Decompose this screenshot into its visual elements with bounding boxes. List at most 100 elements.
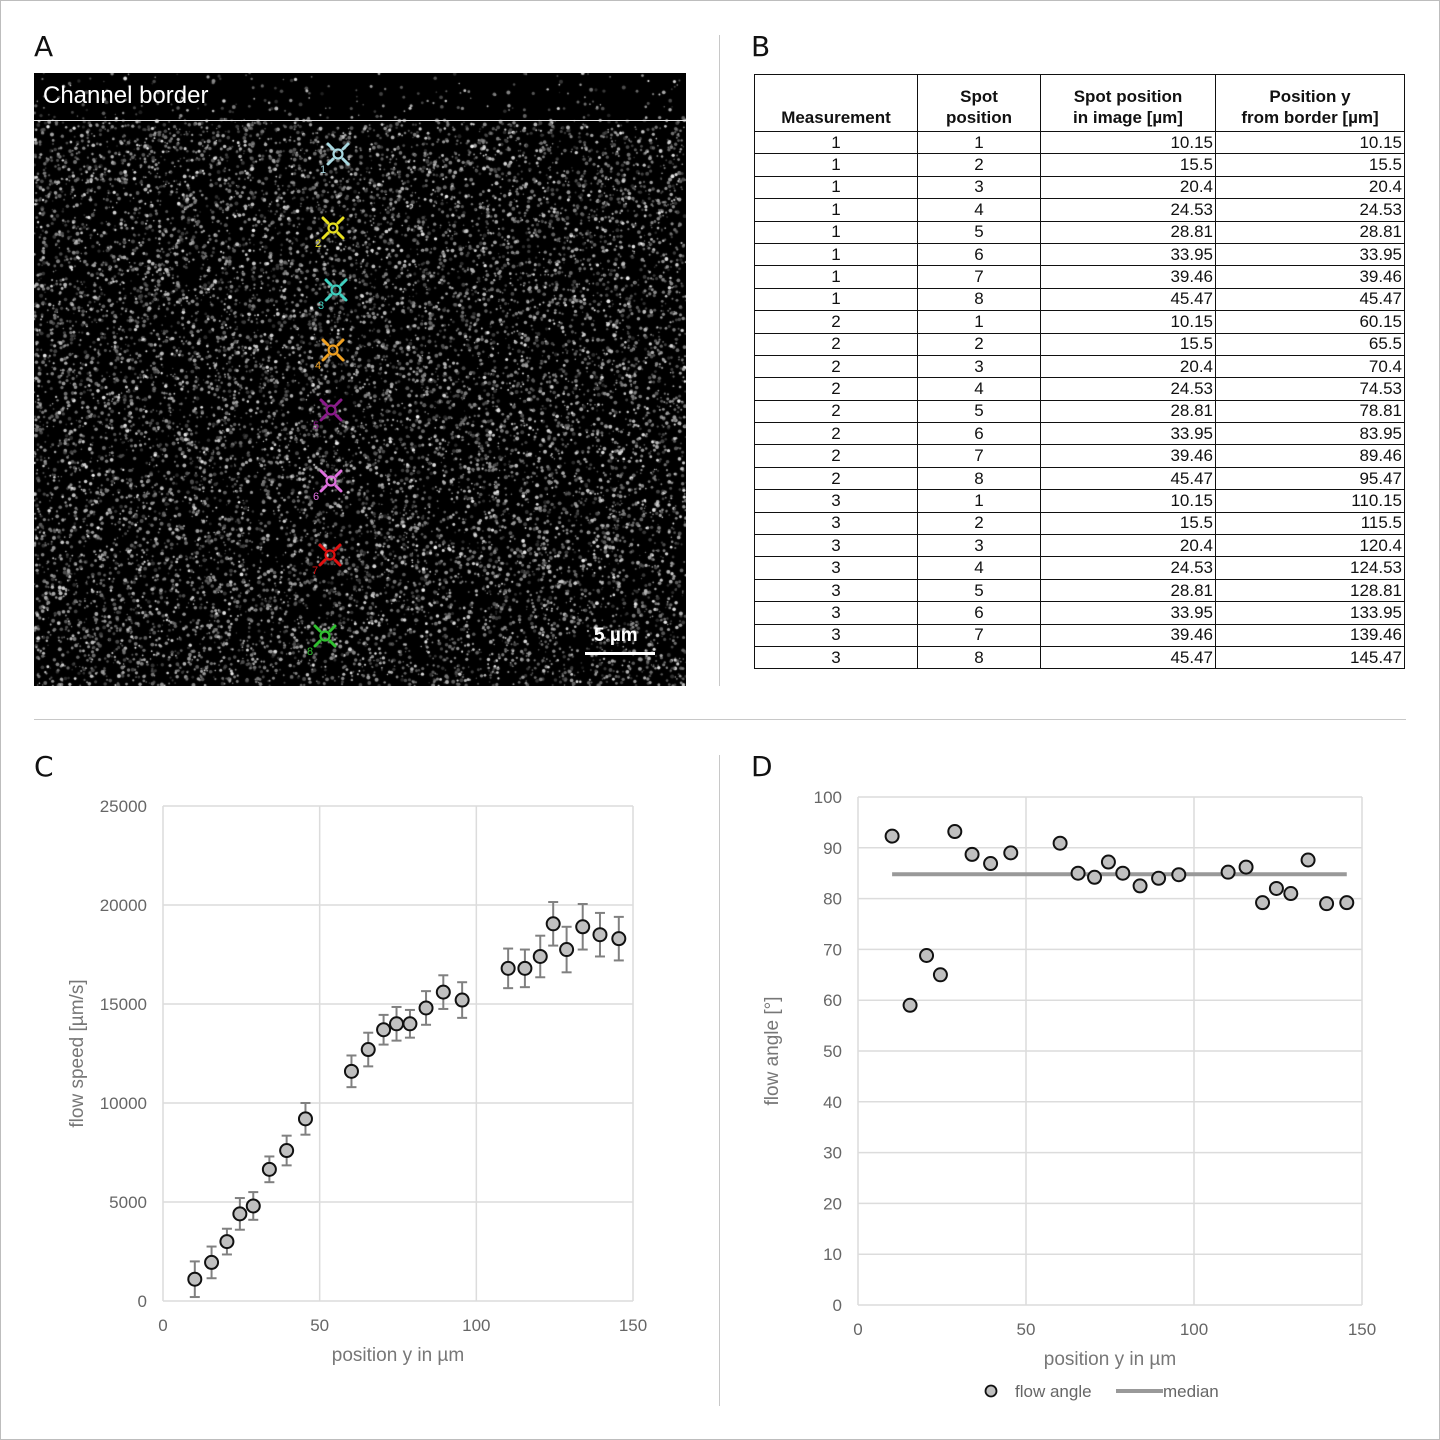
table-cell: 1 [917,310,1041,334]
x-tick-label: 50 [310,1316,329,1335]
y-tick-label: 40 [823,1093,842,1112]
spot-number-label: 6 [313,491,320,503]
y-tick-label: 5000 [109,1193,147,1212]
table-row: 2 1 10.15 60.15 [754,310,1405,334]
table-cell: 20.4 [1040,534,1216,558]
legend-label-flow-angle: flow angle [1015,1382,1092,1401]
data-point [389,1016,405,1032]
table-cell: 39.46 [1040,623,1216,647]
data-point [418,1000,434,1016]
data-point [1100,854,1116,870]
y-tick-label: 10000 [100,1094,147,1113]
data-point [532,948,548,964]
panel-label-a: A [34,30,54,63]
data-point [454,992,470,1008]
data-point [1220,864,1236,880]
table-cell: 39.46 [1040,265,1216,289]
vertical-divider-top [719,35,720,686]
data-point [1132,878,1148,894]
data-point [360,1042,376,1058]
data-point [343,1063,359,1079]
y-tick-label: 10 [823,1245,842,1264]
table-cell: 15.5 [1040,511,1216,536]
y-tick-label: 30 [823,1144,842,1163]
table-cell: 95.47 [1215,466,1405,491]
table-cell: 89.46 [1215,444,1405,468]
data-point [575,919,591,935]
data-point [1052,835,1068,851]
table-row: 1 3 20.4 20.4 [754,175,1405,200]
data-point [932,967,948,983]
table-cell: 139.46 [1215,623,1405,647]
table-cell: 39.46 [1040,444,1216,468]
data-point [592,927,608,943]
table-cell: 2 [754,399,918,424]
y-tick-label: 90 [823,839,842,858]
legend-marker-flow-angle [984,1384,998,1398]
table-cell: 24.53 [1040,377,1216,401]
table-cell: 3 [917,354,1041,379]
vertical-divider-bottom [719,755,720,1406]
data-point [559,942,575,958]
data-point [1319,896,1335,912]
x-tick-label: 100 [1180,1320,1208,1339]
table-cell: 33.95 [1215,242,1405,267]
spot-number-label: 8 [307,646,314,658]
x-tick-label: 0 [158,1316,167,1335]
data-point [402,1016,418,1032]
y-tick-label: 20 [823,1194,842,1213]
table-cell: 10.15 [1040,489,1216,513]
y-tick-label: 25000 [100,797,147,816]
horizontal-divider [34,719,1406,720]
table-row: 2 6 33.95 83.95 [754,422,1405,446]
data-point [232,1206,248,1222]
data-point [611,931,627,947]
spot-number-label: 7 [312,565,319,577]
data-point [500,960,516,976]
table-cell: 5 [917,399,1041,424]
data-point [517,960,533,976]
table-cell: 1 [917,489,1041,513]
table-cell: 65.5 [1215,332,1405,356]
y-tick-label: 50 [823,1042,842,1061]
crosshair-icon [318,543,342,567]
table-cell: 24.53 [1040,556,1216,580]
table-cell: 70.4 [1215,354,1405,379]
crosshair-icon [321,338,345,362]
table-cell: 45.47 [1040,645,1216,670]
table-cell: 110.15 [1215,489,1405,513]
data-point [245,1198,261,1214]
spot-number-label: 4 [315,360,322,372]
table-cell: 24.53 [1215,198,1405,222]
panel-label-c: C [34,750,54,783]
data-point [187,1271,203,1287]
table-cell: 120.4 [1215,534,1405,558]
data-point [204,1254,220,1270]
y-tick-label: 70 [823,940,842,959]
channel-border-label: Channel border [43,82,209,109]
x-tick-label: 150 [1348,1320,1376,1339]
table-cell: 2 [754,422,918,446]
table-cell: 45.47 [1040,287,1216,312]
y-axis-title: flow speed [µm/s] [67,979,88,1127]
spot-number-label: 2 [315,238,322,250]
spot-marker-2 [320,215,346,241]
table-row: 3 2 15.5 115.5 [754,511,1405,536]
data-point [1070,865,1086,881]
spot-number-label: 5 [313,420,320,432]
table-row: 2 3 20.4 70.4 [754,354,1405,379]
column-header: Spot position in image [µm] [1040,74,1216,132]
table-cell: 20.4 [1215,175,1405,200]
table-cell: 20.4 [1040,354,1216,379]
table-row: 3 5 28.81 128.81 [754,578,1405,603]
data-point [261,1161,277,1177]
microscopy-image: Channel border 1 2 3 4 5 6 [34,73,686,686]
table-row: 2 4 24.53 74.53 [754,377,1405,401]
x-tick-label: 0 [853,1320,862,1339]
y-tick-label: 60 [823,991,842,1010]
spot-number-label: 1 [320,164,327,176]
table-cell: 6 [917,242,1041,267]
y-tick-label: 20000 [100,896,147,915]
scale-bar [585,652,655,655]
table-row: 1 2 15.5 15.5 [754,153,1405,177]
